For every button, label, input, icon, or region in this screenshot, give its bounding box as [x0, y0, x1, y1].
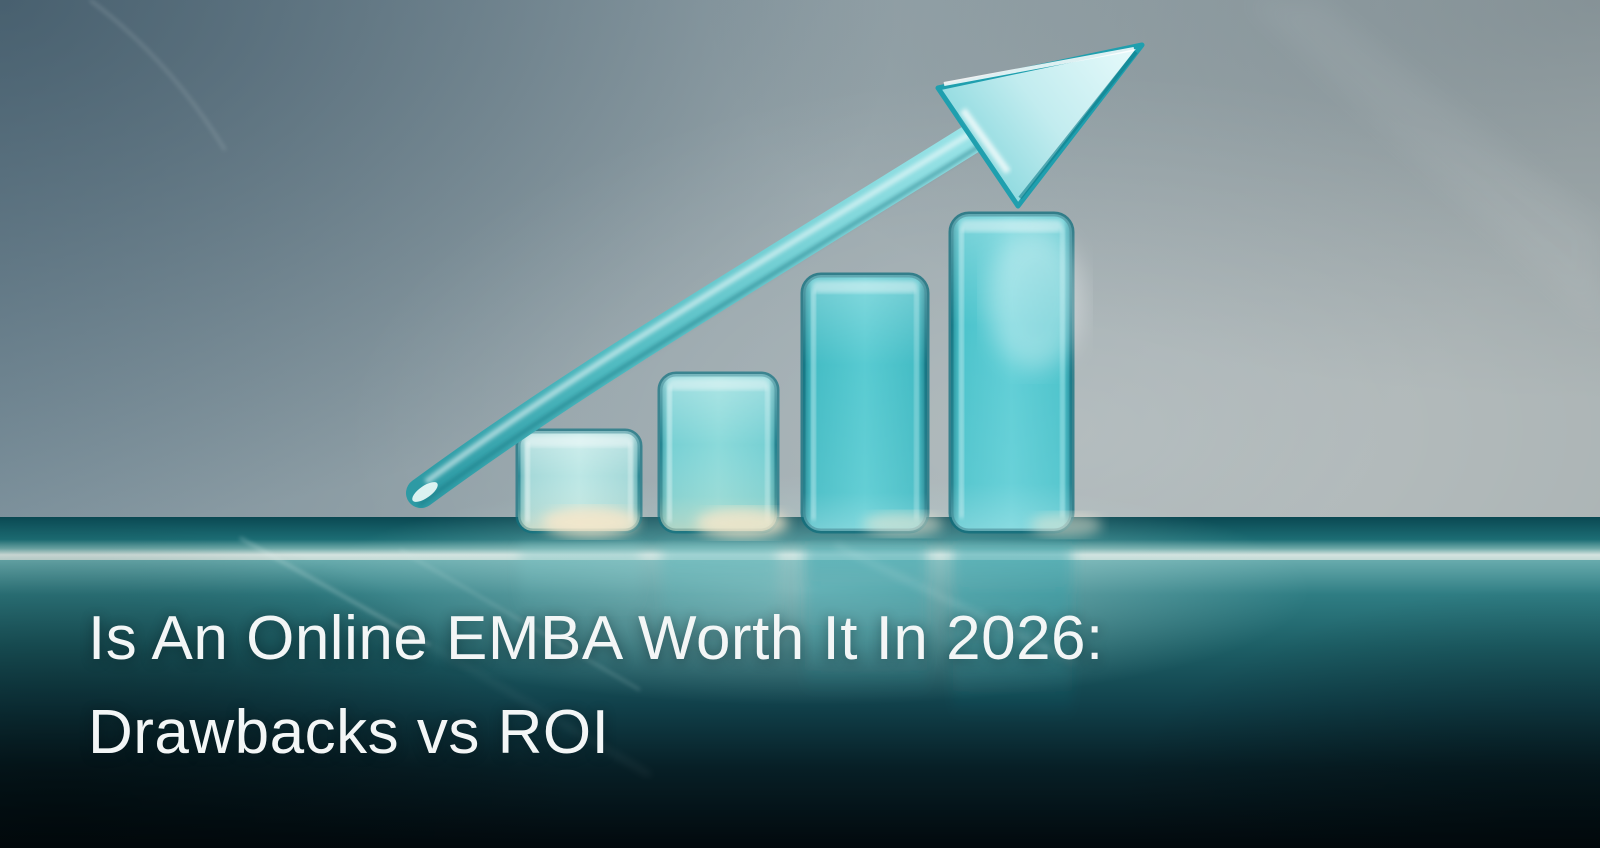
title-block: Is An Online EMBA Worth It In 2026: Draw…	[88, 592, 1104, 780]
growth-arrow-icon	[406, 42, 1145, 508]
title-line-2: Drawbacks vs ROI	[88, 698, 610, 767]
shaft-tail-glint	[412, 482, 438, 502]
glass-bar-2	[657, 371, 788, 538]
wall-corner-glint	[89, 0, 227, 151]
title-line-1: Is An Online EMBA Worth It In 2026:	[88, 604, 1104, 673]
arrow-shaft	[406, 112, 1005, 508]
glass-bar-chart	[515, 211, 1102, 538]
head-notch-glint	[960, 107, 1011, 175]
arrow-head	[935, 42, 1145, 209]
wall-light-streak	[1245, 0, 1600, 330]
floor-surface	[0, 475, 1600, 848]
warm-glow	[863, 512, 943, 536]
glass-bar-1	[515, 428, 643, 537]
glass-bar-3	[800, 272, 943, 536]
floor-streaks	[239, 536, 1076, 777]
warm-glow	[696, 508, 788, 538]
glass-highlight	[987, 230, 1083, 370]
warm-glow	[1030, 513, 1102, 537]
warm-glow	[542, 507, 638, 537]
glass-bar-4	[948, 211, 1102, 537]
